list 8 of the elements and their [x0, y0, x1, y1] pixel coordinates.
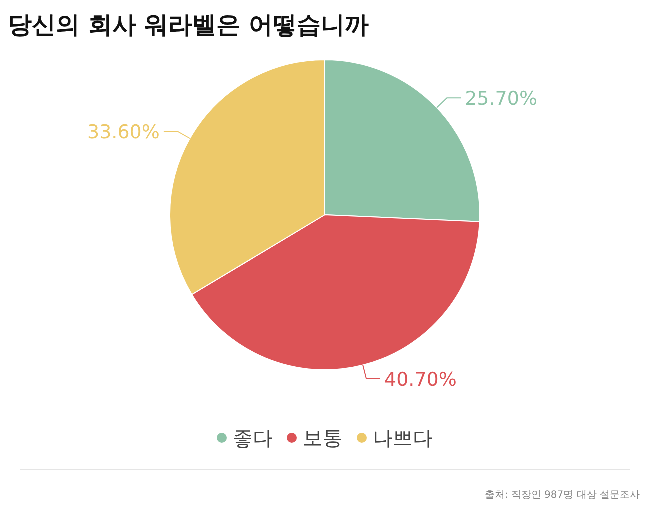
data-label: 33.60%: [87, 122, 160, 144]
data-label: 25.70%: [465, 88, 538, 110]
chart-title: 당신의 회사 워라벨은 어떻습니까: [8, 11, 370, 39]
legend-label: 보통: [303, 426, 343, 450]
source-note: 출처: 직장인 987명 대상 설문조사: [484, 490, 640, 501]
data-label: 40.70%: [384, 368, 457, 391]
legend-label: 좋다: [233, 426, 273, 450]
legend-label: 나쁘다: [373, 426, 433, 450]
